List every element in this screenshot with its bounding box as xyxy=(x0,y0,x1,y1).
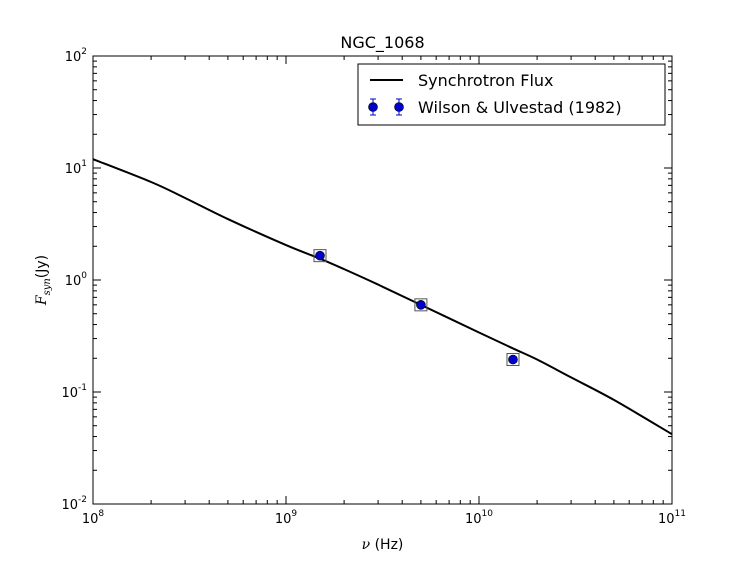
series-layer xyxy=(93,158,672,436)
x-axis-label: ν (Hz) xyxy=(362,537,404,553)
y-tick-label: 101 xyxy=(65,159,87,177)
legend-entry-synchrotron-flux: Synchrotron Flux xyxy=(418,71,554,90)
data-point xyxy=(506,353,520,367)
x-axis-symbol: ν xyxy=(362,537,371,553)
point-marker xyxy=(416,300,426,310)
legend-box xyxy=(357,63,666,126)
data-point xyxy=(313,249,327,263)
legend-entry-wilson-ulvestad: Wilson & Ulvestad (1982) xyxy=(418,98,622,117)
synchrotron-flux-line xyxy=(93,158,672,436)
y-axis-subscript: syn xyxy=(42,278,53,295)
x-tick-label: 1010 xyxy=(465,509,493,527)
plot-area xyxy=(93,56,672,504)
chart-title: NGC_1068 xyxy=(340,33,424,53)
legend: Synchrotron Flux Wilson & Ulvestad (1982… xyxy=(357,63,666,126)
legend-marker-swatch xyxy=(368,98,404,116)
y-tick-label: 10-1 xyxy=(61,383,87,401)
x-tick-label: 1011 xyxy=(658,509,686,527)
x-tick-label: 108 xyxy=(82,509,105,527)
plot-frame xyxy=(92,55,673,505)
point-box xyxy=(414,298,428,312)
data-point xyxy=(414,298,428,312)
y-axis-unit: (Jy) xyxy=(34,255,50,278)
point-marker xyxy=(315,250,325,261)
y-axis-symbol: F xyxy=(34,294,50,306)
y-axis-label: Fsyn(Jy) xyxy=(34,255,53,306)
point-box xyxy=(506,353,520,367)
point-marker xyxy=(508,354,518,365)
x-axis-unit: (Hz) xyxy=(375,537,404,553)
y-tick-label: 10-2 xyxy=(61,495,87,513)
y-tick-label: 102 xyxy=(65,47,87,65)
point-box xyxy=(313,249,327,263)
tick-labels: 108 109 1010 1011 10-2 10-1 100 101 102 xyxy=(61,47,686,527)
x-tick-label: 109 xyxy=(275,509,298,527)
y-tick-label: 100 xyxy=(65,271,88,289)
